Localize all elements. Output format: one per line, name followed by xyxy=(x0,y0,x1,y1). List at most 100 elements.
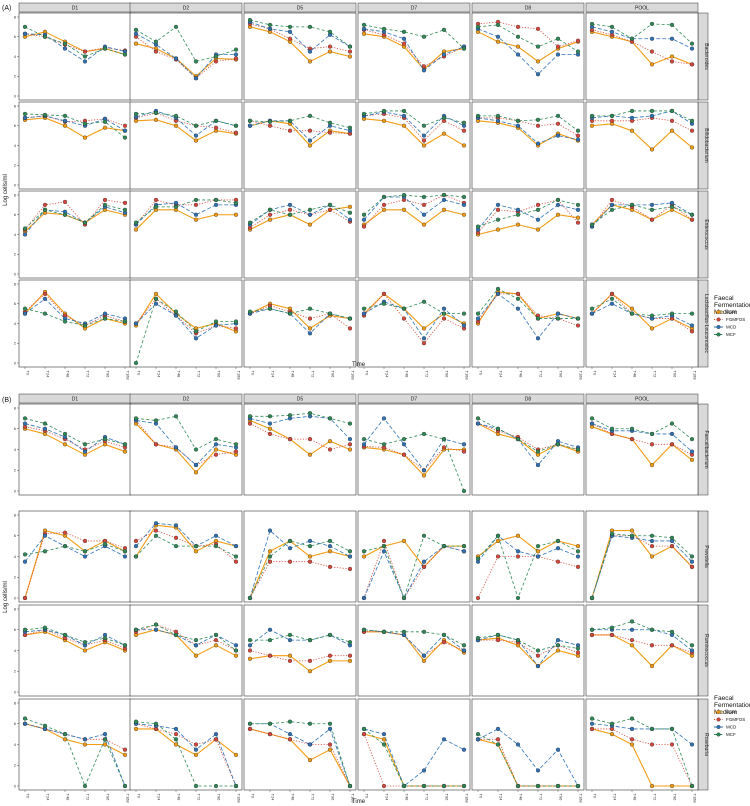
data-point-mcf xyxy=(421,34,427,39)
x-tick-label: T72 xyxy=(538,794,543,802)
x-tick-label: T72 xyxy=(652,794,657,802)
x-tick-label: T48 xyxy=(518,794,523,802)
data-point-fgmfos xyxy=(689,329,695,334)
x-axis-title: Time xyxy=(352,362,366,368)
data-point-mcf xyxy=(441,192,447,198)
data-point-mcf xyxy=(122,442,128,447)
data-point-mcf xyxy=(401,437,407,442)
x-tick-label: T96 xyxy=(105,794,110,802)
data-point-fgmfos xyxy=(267,212,273,217)
y-tick-label: 8 xyxy=(14,192,17,197)
series-line-fgm xyxy=(591,123,693,151)
data-point-mcd xyxy=(421,768,427,773)
series-line-fgmfos xyxy=(24,532,126,599)
data-point-fgm xyxy=(401,538,407,544)
data-point-mcf xyxy=(361,726,367,732)
data-point-mcf xyxy=(133,627,139,632)
data-point-fgmfos xyxy=(515,554,521,559)
x-tick-label: T0 xyxy=(250,371,255,376)
data-point-mcf xyxy=(475,635,481,641)
data-point-mcf xyxy=(421,431,427,437)
data-point-fgm xyxy=(347,447,353,452)
data-point-mcd xyxy=(213,202,219,207)
data-point-mcf xyxy=(609,207,615,212)
donor-strip xyxy=(357,393,471,404)
data-point-mcf xyxy=(102,316,108,321)
data-point-fgm xyxy=(213,212,219,217)
data-point-mcf xyxy=(102,202,108,207)
data-point-mcd xyxy=(327,544,333,549)
data-point-mcd xyxy=(689,559,695,564)
data-point-mcd xyxy=(555,202,561,207)
data-point-fgm xyxy=(609,732,615,737)
series-line-mcd xyxy=(24,535,126,562)
data-point-mcf xyxy=(42,421,48,426)
x-tick-label: T48 xyxy=(404,794,409,802)
data-point-mcf xyxy=(609,113,615,118)
data-point-mcf xyxy=(247,721,253,726)
donor-label: D2 xyxy=(183,396,190,402)
data-point-mcf xyxy=(102,119,108,124)
data-point-fgm xyxy=(122,752,128,757)
data-point-fgm xyxy=(62,442,68,447)
series-line-fgmfos xyxy=(363,29,465,67)
x-tick-label: T0 xyxy=(25,794,30,799)
series-line-mcd xyxy=(24,206,126,235)
data-point-mcf xyxy=(401,192,407,198)
data-point-mcf xyxy=(133,719,139,724)
data-point-mcd xyxy=(122,128,128,133)
series-line-mcf xyxy=(24,204,126,229)
data-point-fgm xyxy=(515,44,521,49)
data-point-fgmfos xyxy=(233,559,239,564)
data-point-fgm xyxy=(401,123,407,128)
data-point-mcf xyxy=(213,783,219,789)
legend-key-point xyxy=(716,710,721,714)
data-point-fgmfos xyxy=(267,559,273,564)
series-line-fgmfos xyxy=(249,650,350,662)
data-point-mcf xyxy=(461,120,467,125)
data-point-fgm xyxy=(421,658,427,663)
series-line-fgm xyxy=(249,655,350,672)
x-tick-label: T0 xyxy=(136,794,141,799)
facet-panel xyxy=(585,510,699,603)
series-line-fgmfos xyxy=(477,423,579,450)
data-point-fgmfos xyxy=(649,742,655,747)
data-point-fgm xyxy=(62,737,68,742)
data-point-fgm xyxy=(82,135,88,140)
series-line-mcd xyxy=(477,423,579,466)
series-line-fgmfos xyxy=(591,29,693,65)
data-point-fgm xyxy=(193,138,199,143)
data-point-fgmfos xyxy=(347,326,353,331)
data-point-mcf xyxy=(421,299,427,304)
facet-panel xyxy=(357,604,471,697)
x-tick-label: T168 xyxy=(236,371,241,381)
donor-strip xyxy=(129,2,243,13)
data-point-fgm xyxy=(629,742,635,747)
data-point-fgmfos xyxy=(589,726,595,732)
x-tick-label: T24 xyxy=(270,794,275,802)
data-point-fgm xyxy=(133,227,139,232)
y-tick-label: 6 xyxy=(14,212,17,217)
data-point-fgmfos xyxy=(42,202,48,207)
data-point-mcf xyxy=(62,732,68,737)
data-point-mcf xyxy=(629,533,635,538)
data-point-mcf xyxy=(629,36,635,41)
facet-panel xyxy=(243,101,357,190)
data-point-mcf xyxy=(515,212,521,217)
x-tick-label: T96 xyxy=(216,371,221,379)
data-point-mcf xyxy=(247,638,253,643)
data-point-fgmfos xyxy=(173,732,179,737)
data-point-mcf xyxy=(575,447,581,452)
legend-key-point xyxy=(716,325,721,329)
data-point-fgmfos xyxy=(515,291,521,296)
data-point-mcd xyxy=(287,546,293,551)
series-line-mcf xyxy=(363,194,465,216)
series-line-fgm xyxy=(135,629,237,657)
data-point-fgmfos xyxy=(287,128,293,133)
y-tick-label: 4 xyxy=(14,648,17,653)
donor-label: D7 xyxy=(411,396,418,402)
data-point-mcf xyxy=(441,115,447,120)
data-point-fgm xyxy=(495,39,501,44)
data-point-fgmfos xyxy=(495,207,501,212)
data-point-fgmfos xyxy=(62,199,68,204)
